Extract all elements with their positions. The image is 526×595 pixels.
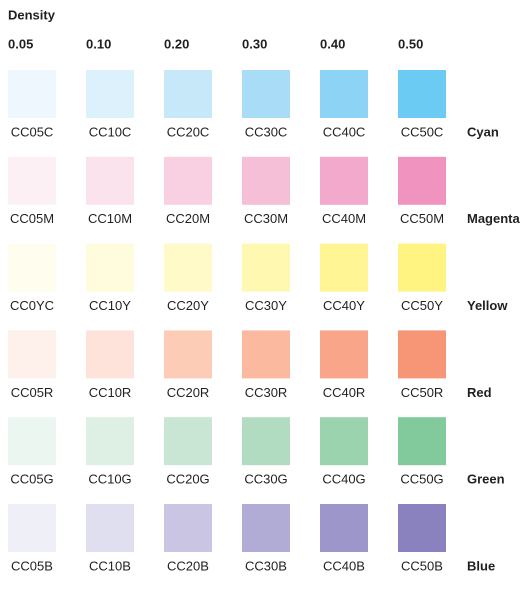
swatch xyxy=(164,243,212,292)
swatch xyxy=(320,330,368,379)
swatch xyxy=(320,156,368,205)
swatch-label: CC0YC xyxy=(10,298,54,313)
swatch xyxy=(398,70,446,118)
swatch xyxy=(8,504,56,552)
density-label: 0.05 xyxy=(8,36,33,51)
row-name: Magenta xyxy=(467,211,521,226)
swatch-label: CC50R xyxy=(401,385,444,400)
swatch xyxy=(8,156,56,205)
density-label: 0.10 xyxy=(86,36,111,51)
row-name: Yellow xyxy=(467,298,508,313)
swatch xyxy=(242,156,290,205)
swatch xyxy=(320,70,368,118)
swatch xyxy=(242,70,290,118)
swatch-label: CC50B xyxy=(401,558,443,573)
swatch xyxy=(320,417,368,466)
swatch-label: CC30B xyxy=(245,558,287,573)
swatch-label: CC50M xyxy=(400,211,444,226)
swatch xyxy=(86,330,134,379)
swatch-label: CC20G xyxy=(166,472,209,487)
swatch xyxy=(164,504,212,552)
swatch-label: CC50C xyxy=(401,124,444,139)
swatch xyxy=(320,504,368,552)
density-label: 0.20 xyxy=(164,36,189,51)
swatch xyxy=(398,417,446,466)
swatch-label: CC40B xyxy=(323,558,365,573)
swatch xyxy=(164,70,212,118)
swatch-label: CC40M xyxy=(322,211,366,226)
swatch-label: CC30C xyxy=(245,124,288,139)
row-name: Cyan xyxy=(467,124,499,139)
swatch xyxy=(242,417,290,466)
swatch-label: CC40Y xyxy=(323,298,365,313)
row-name: Blue xyxy=(467,558,495,573)
swatch xyxy=(398,243,446,292)
swatch xyxy=(8,70,56,118)
swatch-label: CC40C xyxy=(323,124,366,139)
swatch-label: CC30M xyxy=(244,211,288,226)
swatch xyxy=(164,417,212,466)
swatch xyxy=(164,156,212,205)
swatch-label: CC30G xyxy=(244,472,287,487)
swatch xyxy=(242,504,290,552)
swatch xyxy=(242,243,290,292)
swatch-label: CC20M xyxy=(166,211,210,226)
swatch-label: CC50G xyxy=(400,472,443,487)
swatch xyxy=(398,330,446,379)
swatch xyxy=(398,156,446,205)
swatch-label: CC30Y xyxy=(245,298,287,313)
swatch xyxy=(320,243,368,292)
swatch xyxy=(86,417,134,466)
swatch-label: CC20R xyxy=(167,385,210,400)
swatch xyxy=(398,504,446,552)
swatch-label: CC30R xyxy=(245,385,288,400)
swatch-label: CC05R xyxy=(11,385,54,400)
density-label: 0.40 xyxy=(320,36,345,51)
swatch-label: CC20Y xyxy=(167,298,209,313)
swatch-label: CC20C xyxy=(167,124,210,139)
swatch-label: CC05C xyxy=(11,124,54,139)
swatch-label: CC10C xyxy=(89,124,132,139)
swatch-label: CC10R xyxy=(89,385,132,400)
swatch-label: CC10M xyxy=(88,211,132,226)
density-label: 0.50 xyxy=(398,36,423,51)
title: Density xyxy=(8,7,56,22)
swatch-label: CC10B xyxy=(89,558,131,573)
swatch xyxy=(8,243,56,292)
row-name: Green xyxy=(467,472,505,487)
swatch xyxy=(8,330,56,379)
swatch-label: CC05G xyxy=(10,472,53,487)
swatch-label: CC50Y xyxy=(401,298,443,313)
swatch-label: CC05B xyxy=(11,558,53,573)
swatch-label: CC10G xyxy=(88,472,131,487)
swatch xyxy=(242,330,290,379)
density-label: 0.30 xyxy=(242,36,267,51)
swatch-label: CC40G xyxy=(322,472,365,487)
swatch xyxy=(164,330,212,379)
swatch-label: CC05M xyxy=(10,211,54,226)
swatch-label: CC20B xyxy=(167,558,209,573)
swatch xyxy=(86,504,134,552)
swatch-label: CC40R xyxy=(323,385,366,400)
swatch xyxy=(86,243,134,292)
swatch xyxy=(8,417,56,466)
swatch xyxy=(86,70,134,118)
swatch-label: CC10Y xyxy=(89,298,131,313)
row-name: Red xyxy=(467,385,492,400)
swatch xyxy=(86,156,134,205)
